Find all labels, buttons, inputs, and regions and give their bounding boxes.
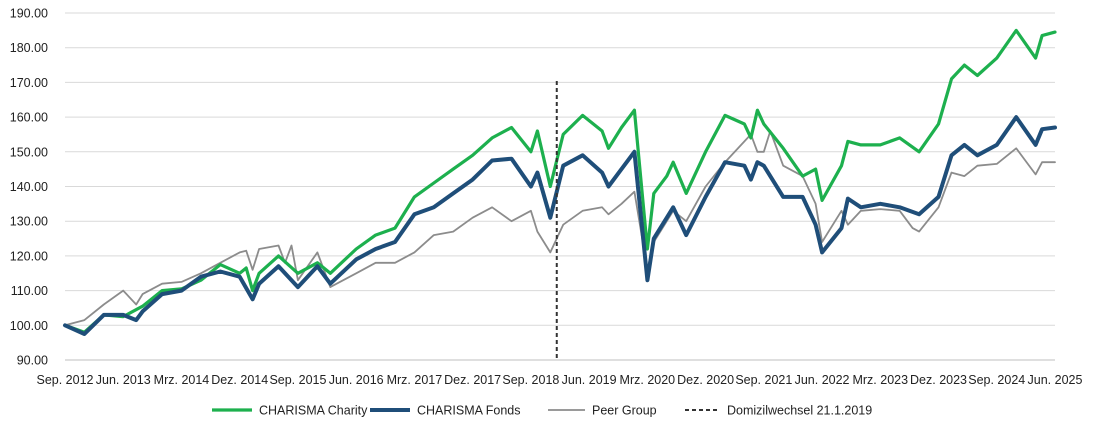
x-tick-label: Sep. 2012 [37, 373, 94, 387]
legend-label-fonds: CHARISMA Fonds [417, 404, 521, 418]
x-tick-label: Dez. 2023 [910, 373, 967, 387]
series-lines [63, 28, 1057, 336]
series-line-charisma-fonds [63, 115, 1057, 336]
y-axis-tick-labels: 90.00 100.00 110.00 120.00 130.00 140.00 150.0… [10, 7, 48, 368]
x-tick-label: Dez. 2014 [211, 373, 268, 387]
x-tick-label: Sep. 2021 [735, 373, 792, 387]
x-tick-label: Mrz. 2014 [154, 373, 210, 387]
gridlines [65, 12, 1055, 326]
x-tick-label: Sep. 2015 [269, 373, 326, 387]
y-tick-label: 140.00 [10, 180, 48, 194]
y-tick-label: 90.00 [17, 354, 48, 368]
x-tick-label: Sep. 2018 [502, 373, 559, 387]
y-tick-label: 130.00 [10, 215, 48, 229]
legend: CHARISMA Charity CHARISMA Fonds Peer Group… [212, 404, 872, 418]
legend-label-charity: CHARISMA Charity [259, 404, 368, 418]
x-axis-tick-labels: Sep. 2012 Jun. 2013 Mrz. 2014 Dez. 2014 Sep.… [37, 373, 1083, 387]
x-tick-label: Sep. 2024 [968, 373, 1025, 387]
x-tick-label: Jun. 2022 [795, 373, 850, 387]
x-tick-label: Jun. 2019 [562, 373, 617, 387]
x-tick-label: Dez. 2017 [444, 373, 501, 387]
series-line-peer-group [64, 130, 1056, 327]
x-tick-label: Dez. 2020 [677, 373, 734, 387]
y-tick-label: 160.00 [10, 111, 48, 125]
y-tick-label: 110.00 [11, 284, 48, 298]
x-tick-label: Jun. 2013 [96, 373, 151, 387]
y-tick-label: 150.00 [10, 145, 48, 159]
y-tick-label: 180.00 [10, 41, 48, 55]
x-tick-label: Jun. 2025 [1028, 373, 1083, 387]
legend-label-peer-group: Peer Group [592, 404, 657, 418]
y-tick-label: 170.00 [10, 76, 48, 90]
x-tick-label: Mrz. 2020 [620, 373, 676, 387]
y-tick-label: 120.00 [10, 249, 48, 263]
x-tick-label: Jun. 2016 [329, 373, 384, 387]
y-tick-label: 100.00 [10, 319, 48, 333]
x-tick-label: Mrz. 2017 [387, 373, 443, 387]
x-tick-label: Mrz. 2023 [852, 373, 908, 387]
y-tick-label: 190.00 [10, 7, 48, 21]
series-line-charisma-charity [63, 28, 1057, 334]
legend-label-domizilwechsel: Domizilwechsel 21.1.2019 [727, 404, 872, 418]
